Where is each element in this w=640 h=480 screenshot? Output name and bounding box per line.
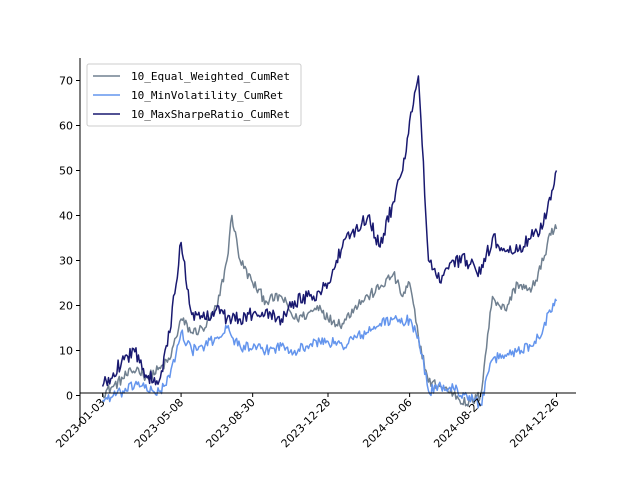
y-tick-label: 40 (59, 210, 73, 223)
x-tick-label: 2024-12-26 (507, 396, 561, 450)
y-ticks: 0 10 20 30 40 50 60 70 (59, 75, 80, 403)
x-tick-label: 2024-08-27 (431, 396, 485, 450)
series-line-2 (102, 298, 558, 409)
x-tick-label: 2023-08-30 (203, 396, 257, 450)
series-line-1 (101, 214, 558, 407)
x-ticks: 2023-01-03 2023-05-08 2023-08-30 2023-12-28… (53, 393, 562, 450)
legend-label: 10_MinVolatility_CumRet (131, 89, 283, 102)
legend-label: 10_MaxSharpeRatio_CumRet (131, 108, 290, 121)
x-tick-label: 2023-05-08 (132, 396, 186, 450)
legend-frame (86, 63, 302, 127)
legend-label: 10_Equal_Weighted_CumRet (131, 70, 290, 83)
y-tick-label: 70 (59, 75, 73, 88)
x-tick-label: 2023-01-03 (53, 396, 107, 450)
y-tick-label: 60 (59, 120, 73, 133)
x-tick-label: 2024-05-06 (360, 396, 414, 450)
y-tick-label: 10 (59, 345, 73, 358)
y-tick-label: 0 (66, 390, 73, 403)
legend: 10_Equal_Weighted_CumRet 10_MinVolatility… (86, 63, 302, 127)
series-line-3 (101, 75, 558, 387)
x-tick-label: 2023-12-28 (279, 396, 333, 450)
y-tick-label: 50 (59, 165, 73, 178)
y-tick-label: 30 (59, 255, 73, 268)
y-tick-label: 20 (59, 300, 73, 313)
